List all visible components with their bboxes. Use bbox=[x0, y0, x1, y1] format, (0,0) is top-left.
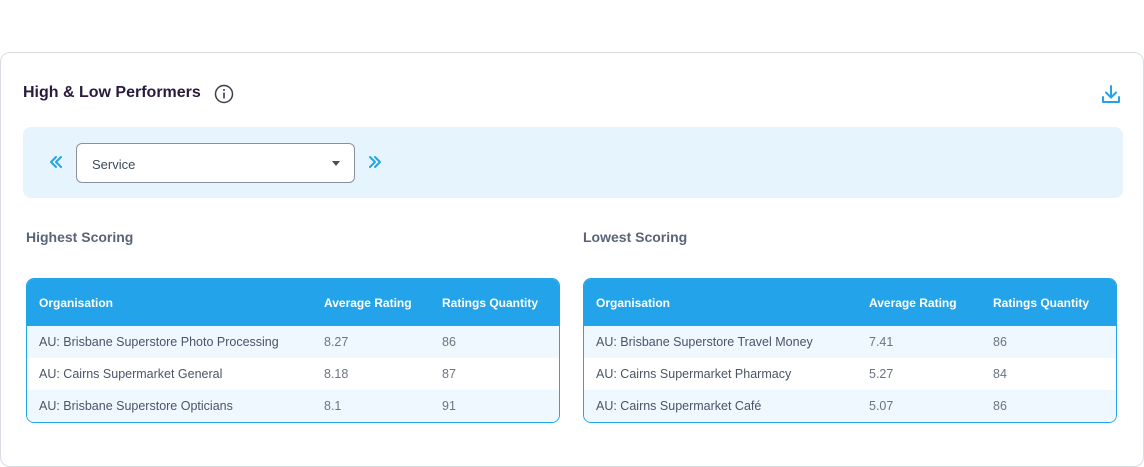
table-row: AU: Brisbane Superstore Travel Money 7.4… bbox=[584, 326, 1116, 358]
cell-ratings-quantity: 86 bbox=[993, 399, 1007, 413]
download-icon[interactable] bbox=[1100, 83, 1122, 105]
high-low-performers-card: High & Low Performers Service Highest Sc… bbox=[0, 52, 1144, 467]
cell-ratings-quantity: 86 bbox=[993, 335, 1007, 349]
highest-scoring-table: Organisation Average Rating Ratings Quan… bbox=[26, 278, 560, 423]
cell-organisation: AU: Cairns Supermarket Pharmacy bbox=[596, 367, 792, 381]
cell-ratings-quantity: 86 bbox=[442, 335, 456, 349]
double-chevron-left-icon[interactable] bbox=[47, 153, 65, 171]
table-header: Organisation Average Rating Ratings Quan… bbox=[584, 279, 1116, 326]
card-title: High & Low Performers bbox=[23, 84, 201, 101]
cell-organisation: AU: Brisbane Superstore Travel Money bbox=[596, 335, 813, 349]
table-header: Organisation Average Rating Ratings Quan… bbox=[27, 279, 559, 326]
category-select[interactable]: Service bbox=[76, 143, 355, 183]
table-row: AU: Cairns Supermarket General 8.18 87 bbox=[27, 358, 559, 390]
cell-organisation: AU: Brisbane Superstore Opticians bbox=[39, 399, 233, 413]
cell-average-rating: 8.1 bbox=[324, 399, 342, 413]
column-header-ratings-quantity[interactable]: Ratings Quantity bbox=[442, 296, 539, 310]
caret-down-icon bbox=[332, 161, 340, 166]
info-circle-icon[interactable] bbox=[214, 84, 234, 104]
highest-scoring-title: Highest Scoring bbox=[26, 229, 134, 245]
cell-average-rating: 8.18 bbox=[324, 367, 349, 381]
column-header-average-rating[interactable]: Average Rating bbox=[869, 296, 957, 310]
cell-organisation: AU: Cairns Supermarket General bbox=[39, 367, 223, 381]
column-header-average-rating[interactable]: Average Rating bbox=[324, 296, 412, 310]
table-row: AU: Cairns Supermarket Café 5.07 86 bbox=[584, 390, 1116, 422]
lowest-scoring-table: Organisation Average Rating Ratings Quan… bbox=[583, 278, 1117, 423]
cell-ratings-quantity: 87 bbox=[442, 367, 456, 381]
column-header-organisation[interactable]: Organisation bbox=[596, 296, 671, 310]
column-header-organisation[interactable]: Organisation bbox=[39, 296, 114, 310]
cell-ratings-quantity: 91 bbox=[442, 399, 456, 413]
lowest-scoring-title: Lowest Scoring bbox=[583, 229, 688, 245]
cell-average-rating: 5.27 bbox=[869, 367, 894, 381]
table-row: AU: Brisbane Superstore Opticians 8.1 91 bbox=[27, 390, 559, 422]
cell-organisation: AU: Brisbane Superstore Photo Processing bbox=[39, 335, 279, 349]
table-row: AU: Brisbane Superstore Photo Processing… bbox=[27, 326, 559, 358]
cell-average-rating: 7.41 bbox=[869, 335, 894, 349]
cell-organisation: AU: Cairns Supermarket Café bbox=[596, 399, 762, 413]
cell-average-rating: 5.07 bbox=[869, 399, 894, 413]
cell-average-rating: 8.27 bbox=[324, 335, 349, 349]
select-value: Service bbox=[92, 157, 136, 172]
double-chevron-right-icon[interactable] bbox=[366, 153, 384, 171]
cell-ratings-quantity: 84 bbox=[993, 367, 1007, 381]
table-row: AU: Cairns Supermarket Pharmacy 5.27 84 bbox=[584, 358, 1116, 390]
column-header-ratings-quantity[interactable]: Ratings Quantity bbox=[993, 296, 1090, 310]
filter-bar: Service bbox=[23, 127, 1123, 198]
